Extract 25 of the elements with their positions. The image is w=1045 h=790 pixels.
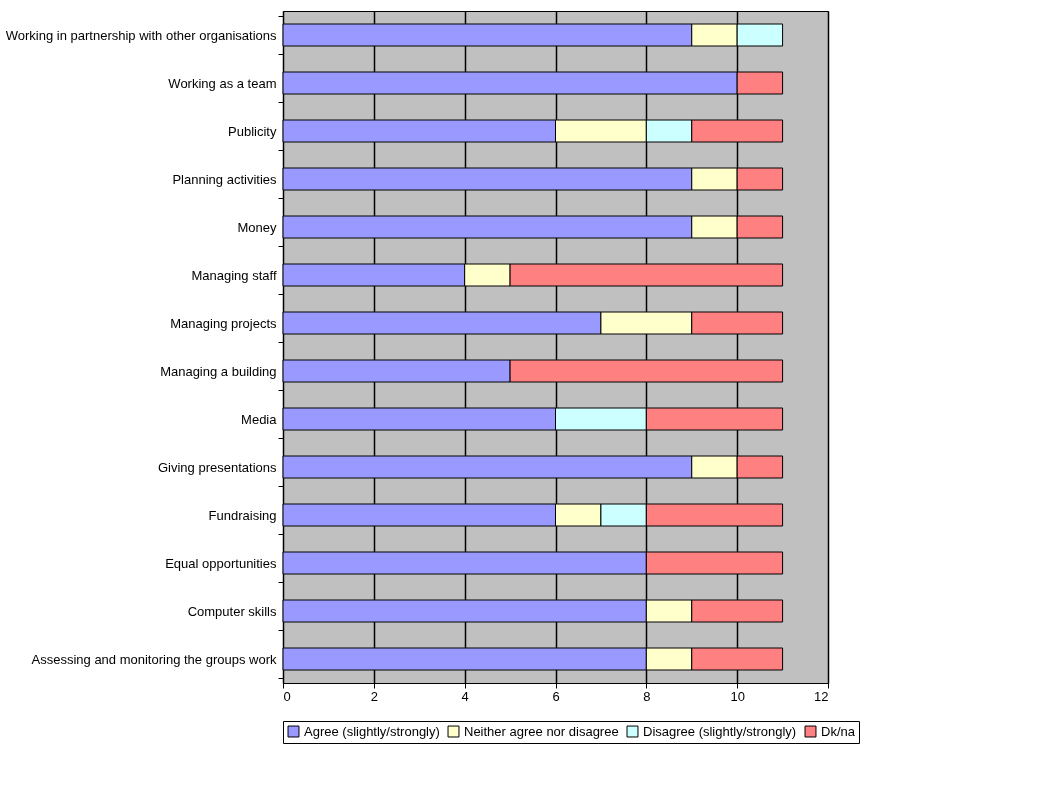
x-tick-label: 6 — [552, 688, 560, 704]
x-tick-label: 10 — [730, 688, 745, 704]
y-tick-label: Managing staff — [191, 267, 277, 283]
x-tick-label: 8 — [643, 688, 651, 704]
x-tick-label: 2 — [370, 688, 378, 704]
y-tick-label: Managing a building — [160, 363, 277, 379]
legend-label: Dk/na — [821, 723, 856, 739]
y-tick-label: Working in partnership with other organisations — [5, 27, 277, 43]
y-tick-label: Assessing and monitoring the groups work — [31, 651, 277, 667]
y-tick-label: Equal opportunities — [165, 555, 277, 571]
legend-label: Disagree (slightly/strongly) — [643, 723, 797, 739]
y-tick-label: Planning activities — [172, 171, 277, 187]
x-tick-label: 0 — [283, 688, 291, 704]
y-tick-label: Giving presentations — [157, 459, 277, 475]
y-tick-label: Managing projects — [170, 315, 277, 331]
legend-label: Agree (slightly/strongly) — [304, 723, 440, 739]
y-tick-label: Publicity — [228, 123, 277, 139]
x-tick-label: 12 — [814, 688, 829, 704]
legend-label: Neither agree nor disagree — [464, 723, 619, 739]
y-tick-label: Computer skills — [187, 603, 277, 619]
y-tick-label: Money — [237, 219, 277, 235]
y-tick-label: Media — [241, 411, 278, 427]
x-tick-label: 4 — [461, 688, 469, 704]
y-tick-label: Working as a team — [168, 75, 277, 91]
y-tick-label: Fundraising — [208, 507, 277, 523]
